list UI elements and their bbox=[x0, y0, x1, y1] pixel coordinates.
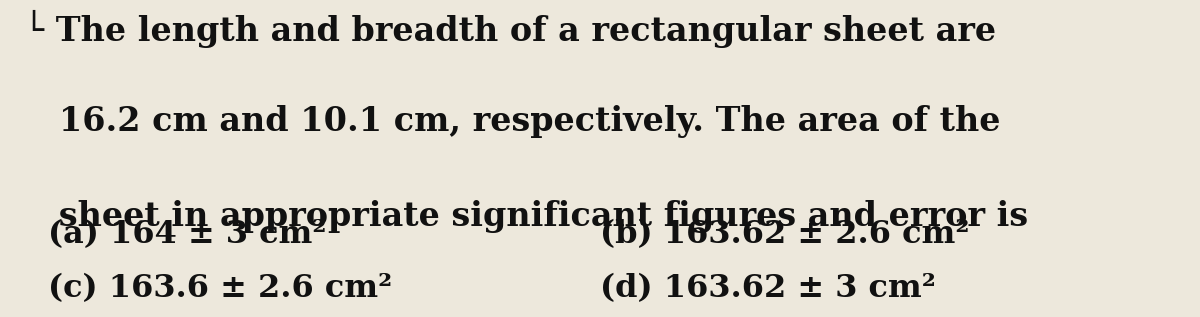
Text: (c) 163.6 ± 2.6 cm²: (c) 163.6 ± 2.6 cm² bbox=[48, 273, 392, 304]
Text: (a) 164 ± 3 cm²: (a) 164 ± 3 cm² bbox=[48, 219, 326, 250]
Text: (b) 163.62 ± 2.6 cm²: (b) 163.62 ± 2.6 cm² bbox=[600, 219, 970, 250]
Text: sheet in appropriate significant figures and error is: sheet in appropriate significant figures… bbox=[24, 200, 1028, 233]
Text: └ The length and breadth of a rectangular sheet are: └ The length and breadth of a rectangula… bbox=[24, 10, 996, 48]
Text: 16.2 cm and 10.1 cm, respectively. The area of the: 16.2 cm and 10.1 cm, respectively. The a… bbox=[24, 105, 1001, 138]
Text: (d) 163.62 ± 3 cm²: (d) 163.62 ± 3 cm² bbox=[600, 273, 936, 304]
